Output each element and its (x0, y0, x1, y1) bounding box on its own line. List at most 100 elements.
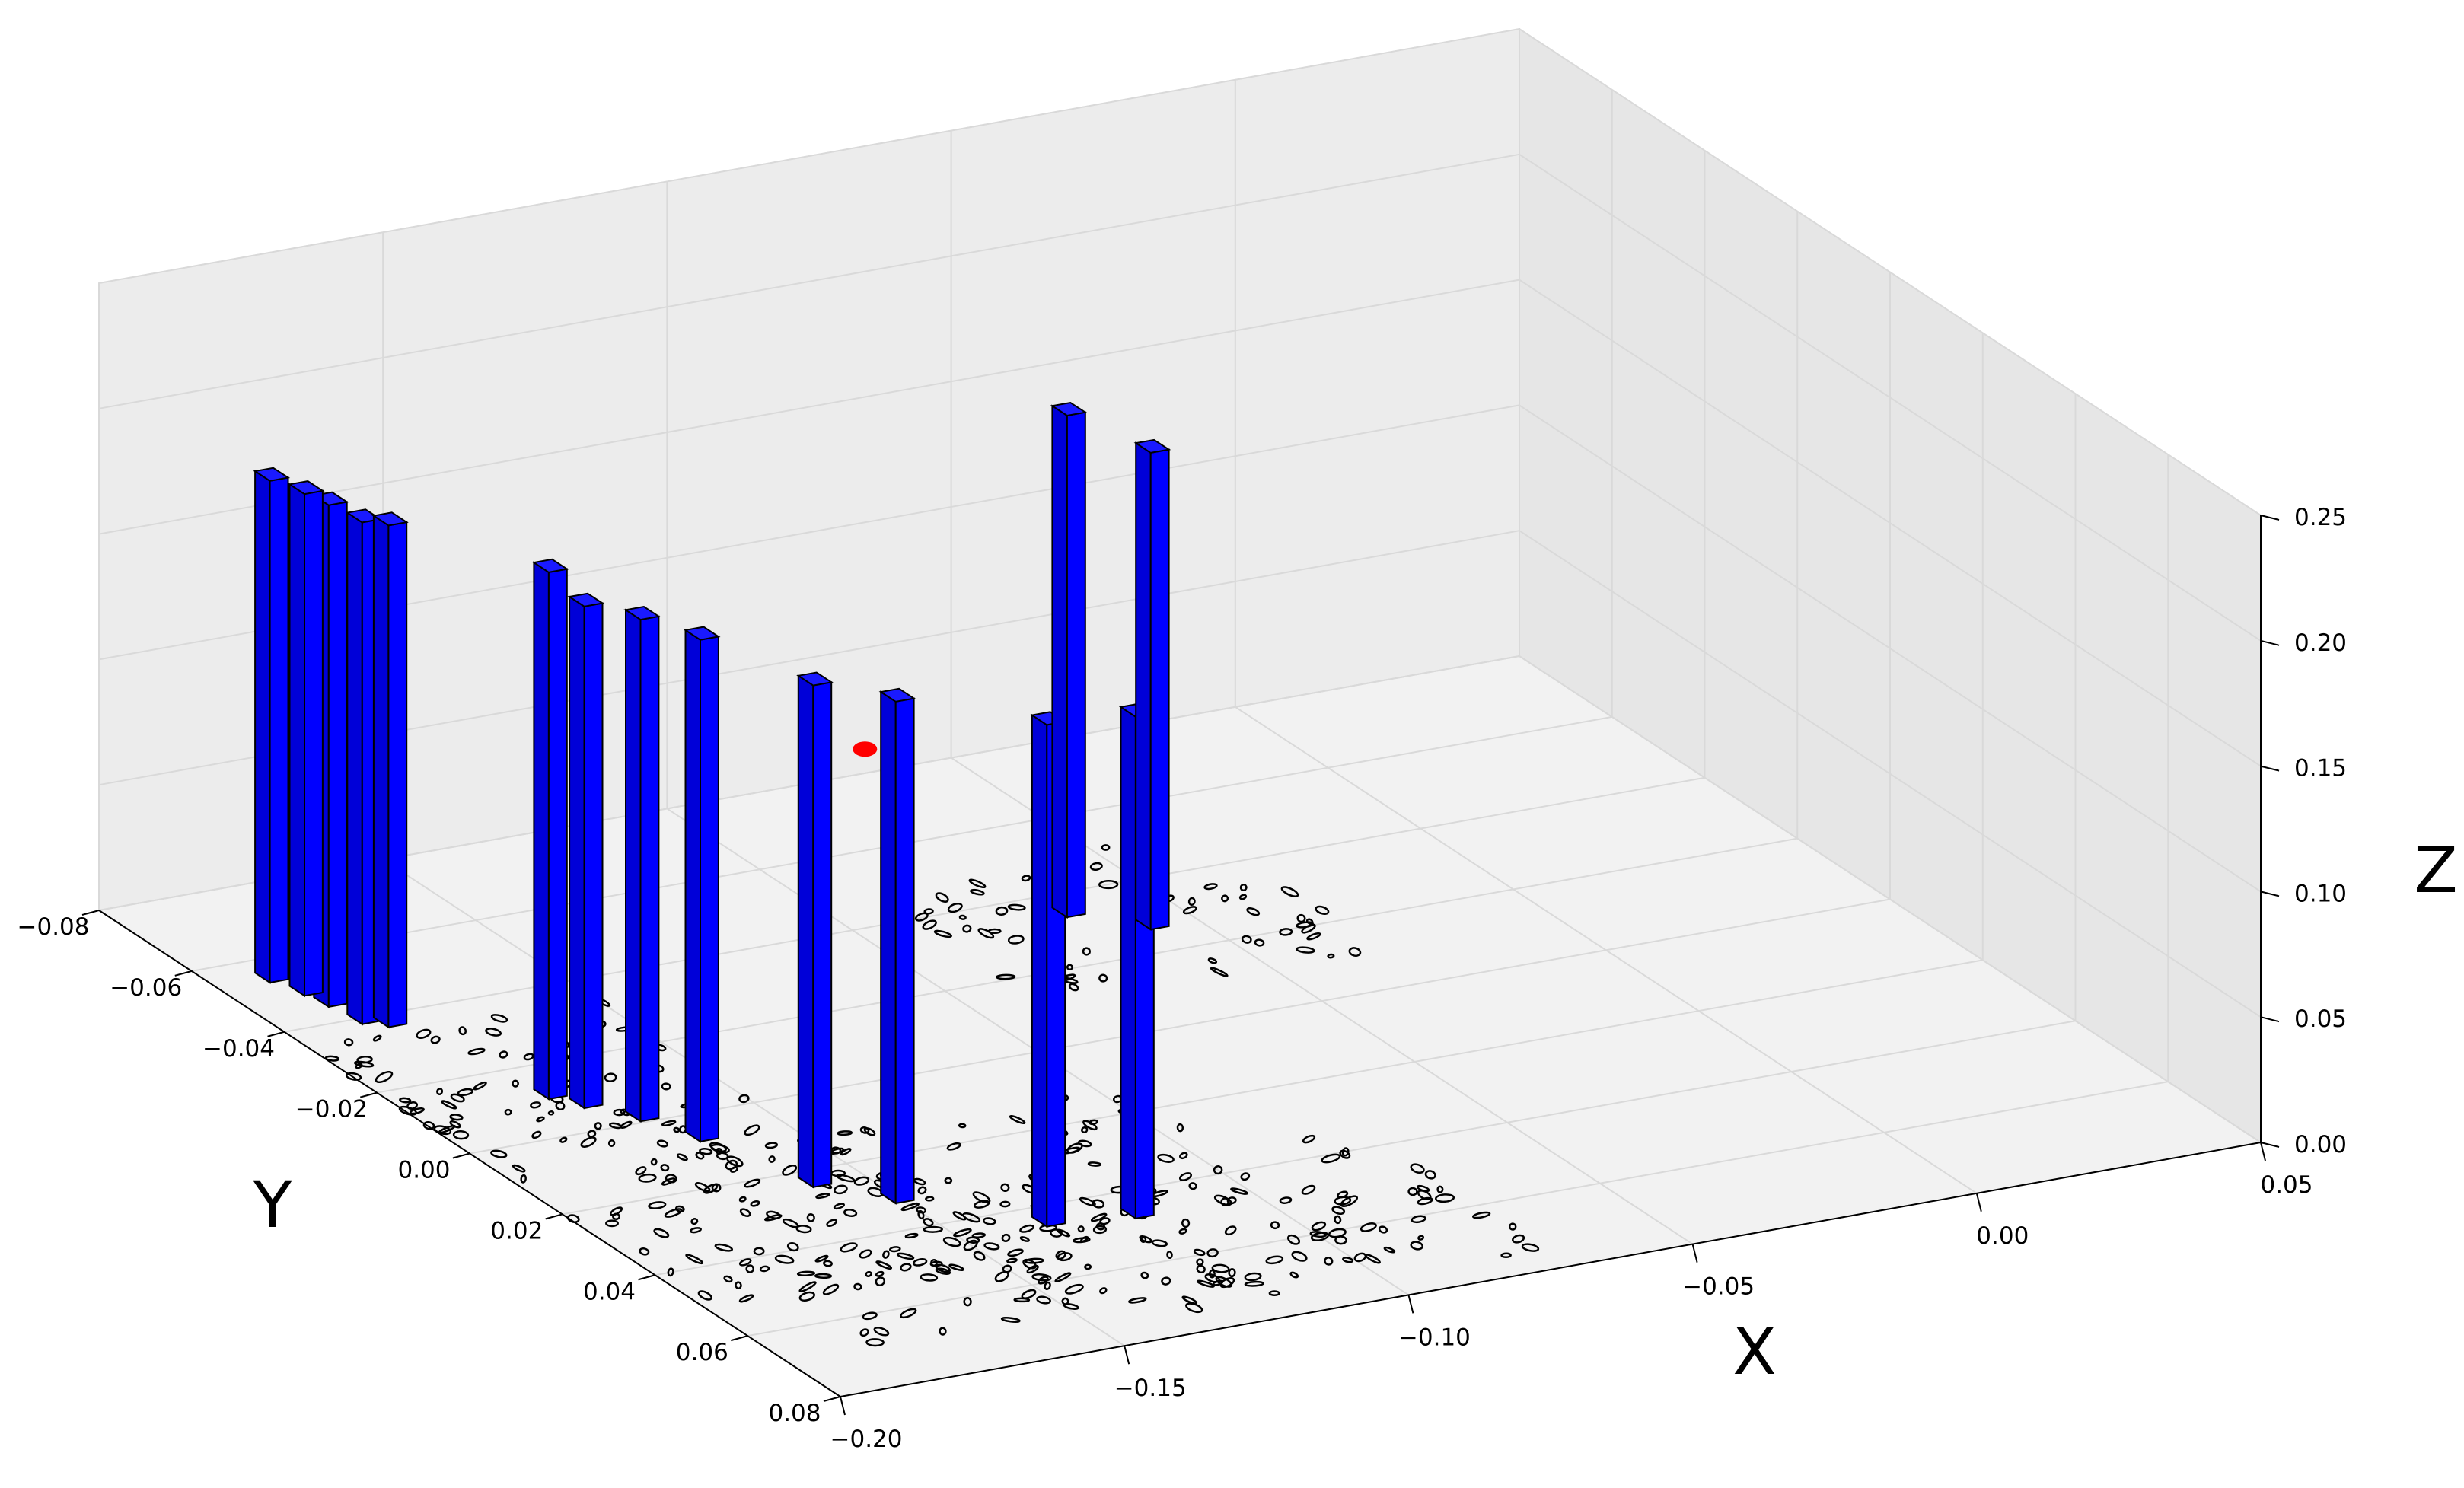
contour-blob (1203, 883, 1218, 891)
contour-blob (1296, 946, 1315, 954)
x-axis-title: X (1732, 1314, 1777, 1389)
contour-blob (531, 1130, 542, 1139)
bar (531, 558, 569, 1101)
contour-blob (1334, 1215, 1342, 1225)
contour-blob (490, 1014, 508, 1023)
bar-side-face (1120, 706, 1136, 1220)
contour-blob (1327, 953, 1335, 959)
contour-blob (1279, 1196, 1293, 1204)
contour-blob (923, 1218, 934, 1227)
contour-blob (774, 1254, 795, 1264)
contour-blob (865, 1270, 872, 1277)
contour-blob (1244, 1272, 1262, 1282)
bar (567, 592, 605, 1110)
y-tick (823, 1396, 841, 1402)
contour-blob (714, 1243, 733, 1252)
contour-blob (766, 1210, 782, 1219)
y-tick (638, 1274, 655, 1281)
contour-blob (452, 1130, 470, 1140)
contour-blob (738, 1094, 750, 1104)
z-tick (2260, 1016, 2280, 1023)
contour-blob (796, 1270, 816, 1277)
contour-blob (1007, 1248, 1024, 1257)
bar-side-face (1051, 404, 1068, 919)
grid-line-z-side (1519, 530, 2262, 1018)
contour-blob (966, 1236, 980, 1244)
contour-blob (1286, 1234, 1301, 1245)
contour-blob (1196, 1264, 1206, 1274)
contour-blob (430, 1035, 441, 1044)
contour-blob (935, 892, 949, 903)
bar-side-face (372, 514, 390, 1029)
contour-blob (375, 1070, 394, 1084)
z-tick-label: 0.15 (2294, 755, 2347, 782)
contour-blob (745, 1264, 754, 1273)
contour-blob (1353, 1252, 1367, 1263)
bar-top-face (371, 511, 409, 527)
contour-blob (1021, 1289, 1037, 1300)
contour-blob (1378, 1225, 1388, 1234)
contour-blob (840, 1148, 852, 1156)
contour-blob (1181, 1218, 1191, 1228)
bar-front-face (700, 636, 719, 1143)
contour-blob (1089, 1119, 1098, 1126)
contour-blob (1337, 1190, 1349, 1199)
contour-blob (750, 1200, 760, 1207)
contour-blob (917, 1186, 927, 1195)
bar-front-face (304, 489, 324, 997)
z-tick-label: 0.20 (2294, 629, 2347, 657)
y-tick-label: −0.06 (110, 974, 182, 1002)
bar (683, 626, 721, 1143)
contour-blob (355, 1063, 363, 1069)
contour-blob (547, 1110, 555, 1116)
contour-blob (823, 1260, 833, 1267)
contour-blob (840, 1242, 858, 1253)
y-tick-label: 0.00 (397, 1157, 450, 1184)
bar-top-face (287, 480, 325, 495)
y-tick-label: 0.02 (490, 1217, 543, 1244)
contour-blob (900, 1202, 920, 1212)
bar-top-face (796, 671, 834, 687)
contour-blob (826, 1219, 837, 1228)
contour-blob (661, 1082, 671, 1091)
contour-blob (1410, 1163, 1425, 1174)
contour-blob (473, 1081, 487, 1091)
contour-blob (1211, 1263, 1230, 1273)
contour-blob (1081, 1126, 1089, 1134)
contour-blob (1219, 1277, 1235, 1289)
bar-front-face (327, 501, 348, 1008)
contour-blob (499, 1050, 508, 1059)
contour-blob (922, 919, 937, 930)
contour-blob (1066, 1142, 1083, 1154)
x-tick (1407, 1295, 1414, 1314)
contour-blob (973, 1251, 986, 1261)
contour-blob (1128, 1297, 1147, 1304)
contour-blob (1417, 1196, 1433, 1206)
contour-blob (1068, 983, 1079, 992)
contour-blob (1207, 957, 1218, 964)
contour-blob (665, 1174, 677, 1184)
contour-blob (609, 1122, 623, 1130)
contour-blob (983, 1242, 1000, 1251)
contour-blob (1140, 1271, 1149, 1279)
contour-blob (1220, 1197, 1230, 1206)
contour-blob (1098, 973, 1108, 983)
contour-blob (1291, 1251, 1308, 1262)
contour-blob (653, 1228, 670, 1238)
axis-lines (81, 515, 2280, 1416)
contour-blob (607, 1139, 616, 1147)
contour-blob (1436, 1185, 1444, 1193)
contour-blob (1240, 1172, 1251, 1181)
axes-panes (97, 27, 2262, 1397)
contour-blob (450, 1093, 465, 1103)
contour-blob (946, 1142, 961, 1151)
contour-blob (738, 1196, 747, 1203)
bar-side-face (625, 608, 642, 1123)
contour-blob (917, 1209, 925, 1220)
contour-blob (530, 1101, 542, 1109)
contour-blob (520, 1174, 527, 1184)
contour-blob (729, 1166, 738, 1173)
y-tick-label: 0.04 (583, 1278, 636, 1305)
bar-side-face (346, 511, 363, 1026)
